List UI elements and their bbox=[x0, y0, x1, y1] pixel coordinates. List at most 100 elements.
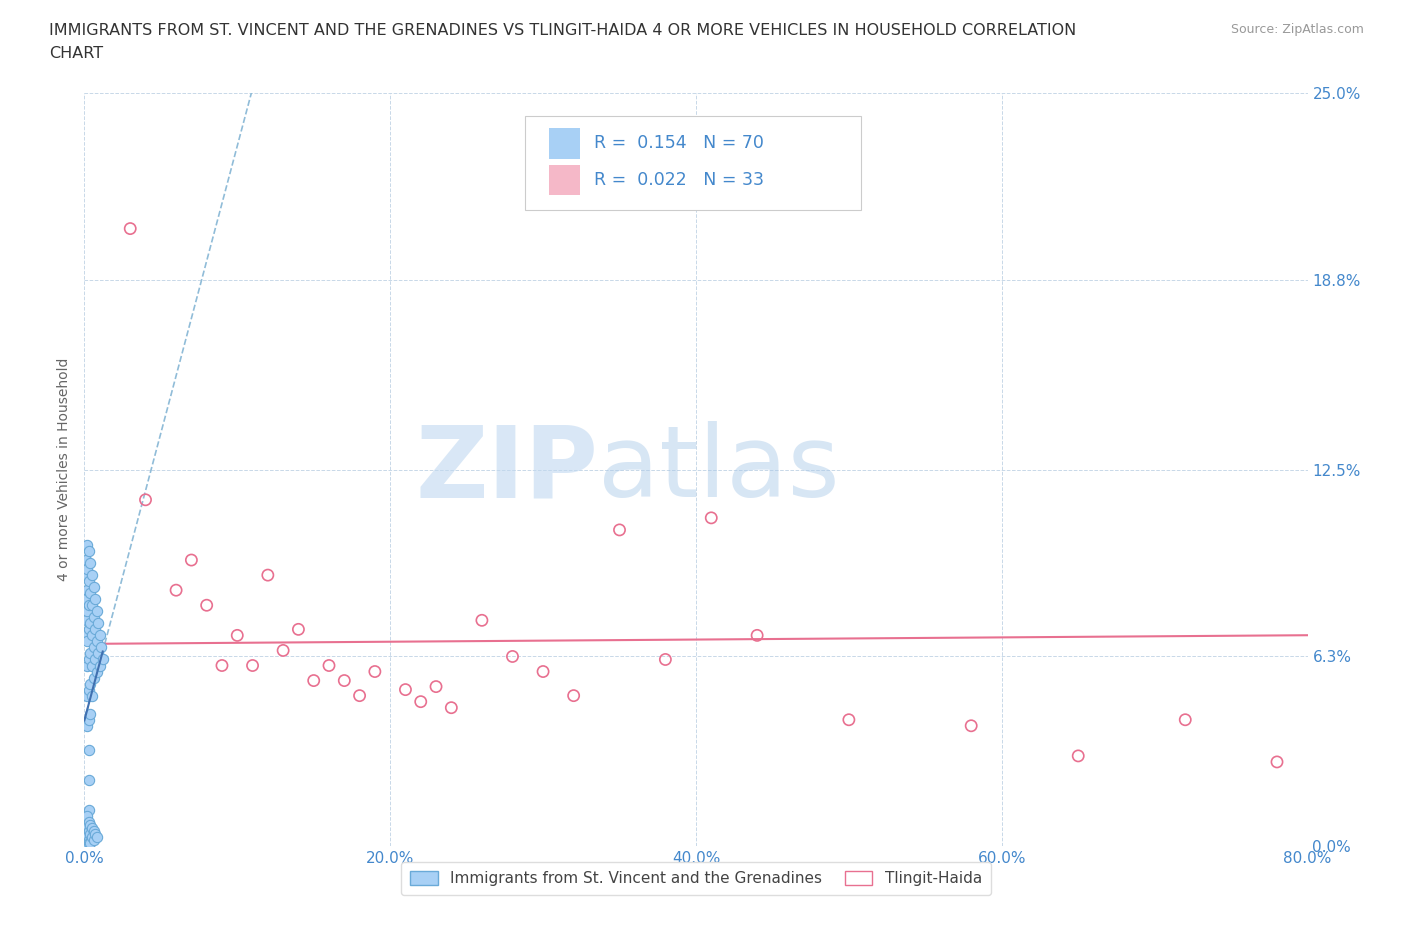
Point bbox=[80, 688, 103, 703]
Point bbox=[75, 591, 97, 606]
Point bbox=[77, 683, 100, 698]
Point bbox=[195, 598, 218, 613]
Point bbox=[83, 671, 105, 685]
Point bbox=[79, 616, 101, 631]
Point bbox=[77, 652, 100, 667]
Point bbox=[77, 836, 100, 851]
Point bbox=[83, 640, 105, 655]
Point bbox=[318, 658, 340, 673]
Point bbox=[79, 817, 101, 832]
Point bbox=[76, 658, 98, 673]
Text: IMMIGRANTS FROM ST. VINCENT AND THE GRENADINES VS TLINGIT-HAIDA 4 OR MORE VEHICL: IMMIGRANTS FROM ST. VINCENT AND THE GREN… bbox=[49, 23, 1077, 38]
Text: Source: ZipAtlas.com: Source: ZipAtlas.com bbox=[1230, 23, 1364, 36]
Point bbox=[76, 817, 98, 832]
Point bbox=[257, 567, 280, 582]
Point bbox=[700, 511, 723, 525]
Point bbox=[79, 827, 101, 842]
Point bbox=[75, 836, 97, 851]
Point bbox=[76, 583, 98, 598]
Point bbox=[89, 628, 111, 643]
Point bbox=[349, 688, 371, 703]
Point bbox=[76, 688, 98, 703]
Point bbox=[87, 616, 110, 631]
Point bbox=[77, 815, 100, 830]
Point bbox=[287, 622, 309, 637]
Point bbox=[242, 658, 264, 673]
Point bbox=[75, 827, 97, 842]
Legend: Immigrants from St. Vincent and the Grenadines, Tlingit-Haida: Immigrants from St. Vincent and the Gren… bbox=[401, 862, 991, 896]
Point bbox=[83, 579, 105, 594]
Point bbox=[120, 221, 142, 236]
Point bbox=[77, 824, 100, 839]
Point bbox=[76, 634, 98, 649]
Point bbox=[394, 683, 416, 698]
Point bbox=[425, 679, 447, 694]
Point bbox=[79, 836, 101, 851]
Point bbox=[86, 634, 108, 649]
Point bbox=[79, 706, 101, 721]
Point bbox=[77, 622, 100, 637]
Point bbox=[79, 646, 101, 661]
Point bbox=[609, 523, 631, 538]
Text: R =  0.022   N = 33: R = 0.022 N = 33 bbox=[595, 170, 765, 189]
Text: ZIP: ZIP bbox=[415, 421, 598, 518]
Point bbox=[83, 610, 105, 625]
Point bbox=[76, 821, 98, 836]
Point bbox=[79, 555, 101, 570]
Point bbox=[89, 658, 111, 673]
Point bbox=[84, 652, 107, 667]
Point bbox=[77, 598, 100, 613]
Point bbox=[77, 712, 100, 727]
Point bbox=[747, 628, 769, 643]
FancyBboxPatch shape bbox=[550, 128, 579, 158]
Point bbox=[409, 694, 432, 709]
Point bbox=[86, 664, 108, 679]
Text: CHART: CHART bbox=[49, 46, 103, 61]
Point bbox=[471, 613, 494, 628]
Point bbox=[75, 613, 97, 628]
Point bbox=[531, 664, 554, 679]
Point bbox=[80, 628, 103, 643]
Point bbox=[165, 583, 187, 598]
Point bbox=[1174, 712, 1197, 727]
Point bbox=[84, 827, 107, 842]
FancyBboxPatch shape bbox=[524, 115, 860, 210]
Point bbox=[80, 821, 103, 836]
Point bbox=[86, 604, 108, 618]
Point bbox=[84, 622, 107, 637]
Point bbox=[75, 552, 97, 567]
Point bbox=[76, 830, 98, 844]
Point bbox=[364, 664, 387, 679]
Point bbox=[75, 815, 97, 830]
Point bbox=[90, 640, 112, 655]
Point bbox=[83, 824, 105, 839]
Point bbox=[87, 646, 110, 661]
Point bbox=[79, 586, 101, 601]
Point bbox=[1265, 754, 1288, 769]
Point bbox=[211, 658, 233, 673]
Point bbox=[226, 628, 249, 643]
Point bbox=[79, 676, 101, 691]
Point bbox=[302, 673, 325, 688]
Point bbox=[838, 712, 860, 727]
Point bbox=[75, 628, 97, 643]
Point bbox=[271, 643, 294, 658]
Point bbox=[77, 833, 100, 848]
Point bbox=[135, 492, 157, 507]
Point bbox=[960, 718, 983, 733]
Point bbox=[77, 543, 100, 558]
Point bbox=[180, 552, 202, 567]
Text: atlas: atlas bbox=[598, 421, 839, 518]
Point bbox=[84, 591, 107, 606]
Point bbox=[76, 562, 98, 577]
Point bbox=[77, 773, 100, 788]
Point bbox=[440, 700, 463, 715]
Point bbox=[562, 688, 585, 703]
Point bbox=[80, 658, 103, 673]
Point bbox=[83, 833, 105, 848]
Point bbox=[91, 652, 114, 667]
FancyBboxPatch shape bbox=[550, 165, 579, 194]
Point bbox=[80, 567, 103, 582]
Point bbox=[80, 830, 103, 844]
Text: R =  0.154   N = 70: R = 0.154 N = 70 bbox=[595, 135, 765, 153]
